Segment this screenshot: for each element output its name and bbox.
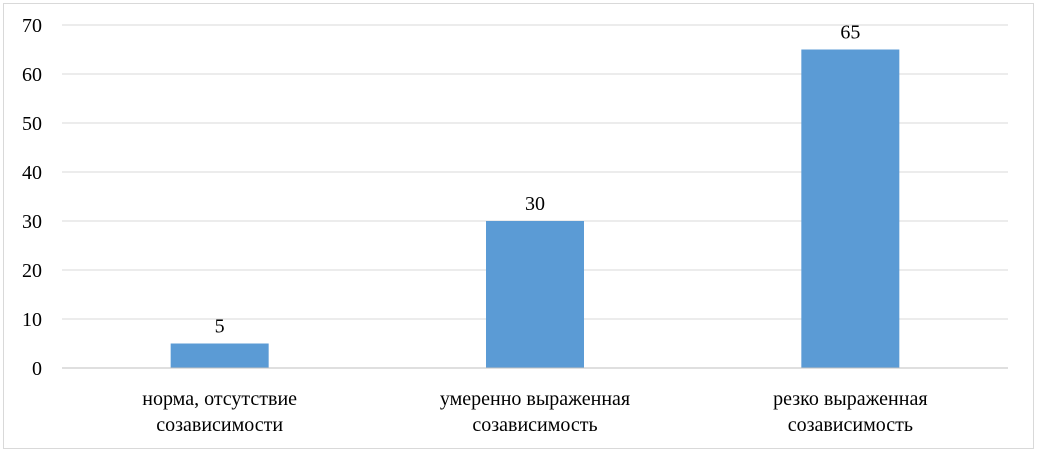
bar bbox=[801, 49, 900, 368]
y-tick-label: 60 bbox=[22, 64, 42, 86]
x-category-label: резко выраженная созависимость bbox=[773, 388, 927, 436]
x-category-label-line: созависимость bbox=[472, 414, 597, 436]
data-label: 65 bbox=[840, 22, 860, 44]
y-tick-label: 40 bbox=[22, 162, 42, 184]
x-axis-categories: норма, отсутствие созависимости умеренно в… bbox=[142, 388, 927, 436]
y-axis-ticks: 0 10 20 30 40 50 60 70 bbox=[22, 15, 42, 380]
y-tick-label: 10 bbox=[22, 309, 42, 331]
data-labels: 5 30 65 bbox=[215, 22, 861, 338]
bars bbox=[170, 49, 900, 368]
data-label: 30 bbox=[525, 193, 545, 215]
x-category-label-line: резко выраженная bbox=[773, 388, 927, 410]
x-category-label-line: созависимость bbox=[788, 414, 913, 436]
y-tick-label: 20 bbox=[22, 260, 42, 282]
y-tick-label: 70 bbox=[22, 15, 42, 37]
x-category-label-line: созависимости bbox=[156, 414, 283, 436]
x-category-label-line: умеренно выраженная bbox=[440, 388, 630, 410]
x-category-label: норма, отсутствие созависимости bbox=[142, 388, 297, 436]
x-category-label: умеренно выраженная созависимость bbox=[440, 388, 630, 436]
x-category-label-line: норма, отсутствие bbox=[142, 388, 297, 410]
bar bbox=[170, 343, 269, 368]
bar bbox=[486, 221, 584, 368]
y-tick-label: 50 bbox=[22, 113, 42, 135]
y-tick-label: 30 bbox=[22, 211, 42, 233]
y-tick-label: 0 bbox=[32, 358, 42, 380]
data-label: 5 bbox=[215, 316, 225, 338]
